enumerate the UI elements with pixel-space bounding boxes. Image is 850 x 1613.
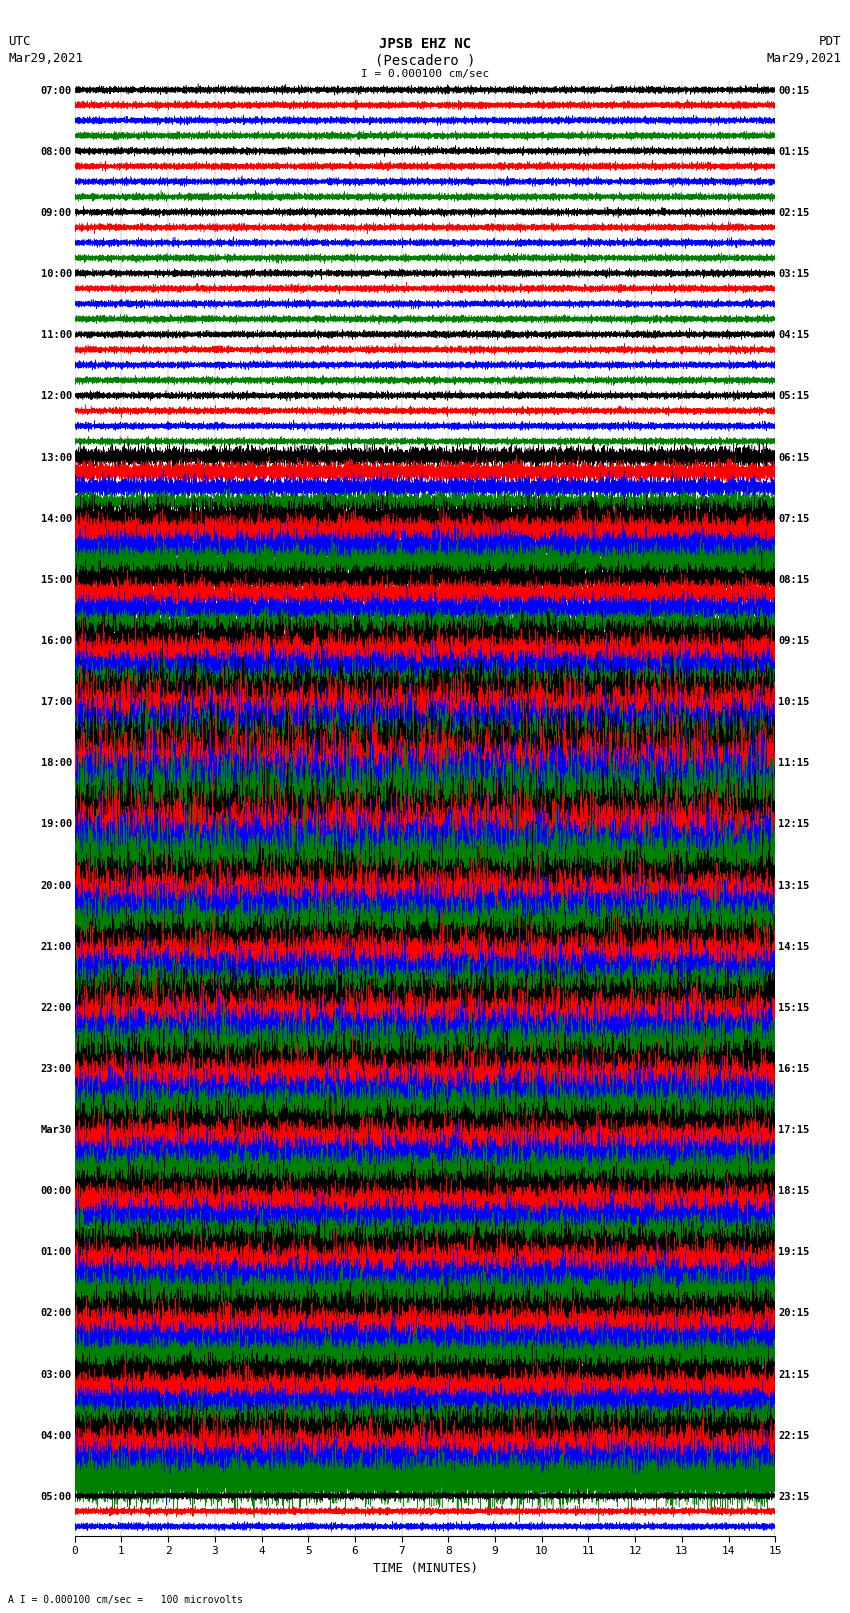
Text: UTC: UTC [8, 35, 31, 48]
Text: (Pescadero ): (Pescadero ) [375, 53, 475, 68]
Text: A I = 0.000100 cm/sec =   100 microvolts: A I = 0.000100 cm/sec = 100 microvolts [8, 1595, 243, 1605]
Text: Mar29,2021: Mar29,2021 [767, 52, 842, 65]
Text: PDT: PDT [819, 35, 842, 48]
X-axis label: TIME (MINUTES): TIME (MINUTES) [372, 1561, 478, 1574]
Text: I = 0.000100 cm/sec: I = 0.000100 cm/sec [361, 69, 489, 79]
Text: Mar29,2021: Mar29,2021 [8, 52, 83, 65]
Text: JPSB EHZ NC: JPSB EHZ NC [379, 37, 471, 52]
